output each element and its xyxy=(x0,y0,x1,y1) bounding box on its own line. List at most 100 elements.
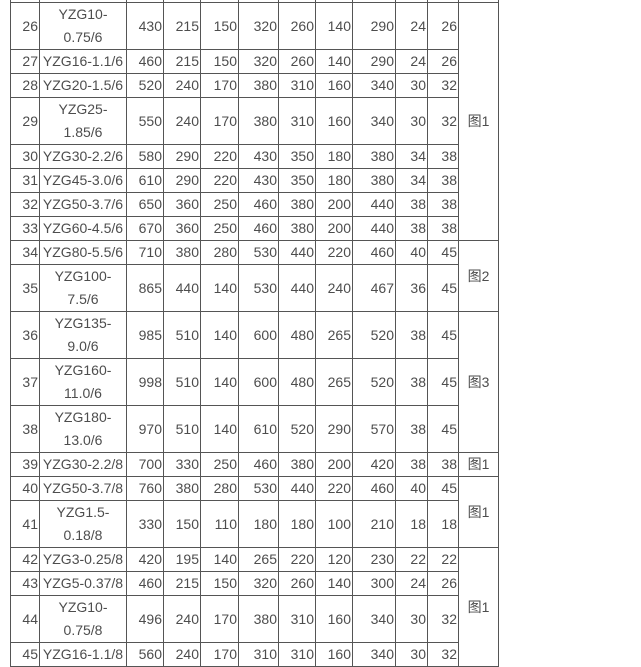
value-cell: 440 xyxy=(278,240,316,265)
value-cell: 40 xyxy=(395,240,428,265)
row-number-cell: 38 xyxy=(10,405,40,453)
value-cell: 440 xyxy=(278,476,316,501)
value-cell: 215 xyxy=(163,571,201,596)
value-cell: 520 xyxy=(126,73,164,98)
model-cell: YZG16-1.1/8 xyxy=(39,642,127,667)
value-cell: 45 xyxy=(427,476,459,501)
value-cell: 300 xyxy=(352,571,396,596)
value-cell: 45 xyxy=(427,311,459,359)
value-cell: 460 xyxy=(352,240,396,265)
border-line xyxy=(278,0,279,2)
value-cell: 610 xyxy=(238,405,279,453)
table-row: 32 YZG50-3.7/6 650 360 250 460 380 200 440 38 38 xyxy=(10,192,499,217)
value-cell: 580 xyxy=(126,144,164,169)
value-cell: 26 xyxy=(427,571,459,596)
table-row: 38 YZG180-13.0/6 970 510 140 610 520 290 570 38 45 xyxy=(10,405,499,453)
table-row: 27 YZG16-1.1/6 460 215 150 320 260 140 290 24 26 xyxy=(10,49,499,74)
table-row: 44 YZG10-0.75/8 496 240 170 380 310 160 340 30 32 xyxy=(10,595,499,643)
value-cell: 520 xyxy=(278,405,316,453)
value-cell: 150 xyxy=(200,49,239,74)
border-line xyxy=(200,0,201,2)
value-cell: 36 xyxy=(395,264,428,312)
value-cell: 38 xyxy=(395,405,428,453)
row-number-cell: 32 xyxy=(10,192,40,217)
table-row: 28 YZG20-1.5/6 520 240 170 380 310 160 340 30 32 xyxy=(10,73,499,98)
value-cell: 45 xyxy=(427,240,459,265)
value-cell: 520 xyxy=(352,311,396,359)
value-cell: 45 xyxy=(427,264,459,312)
value-cell: 290 xyxy=(163,168,201,193)
value-cell: 220 xyxy=(315,240,353,265)
table-row: 45 YZG16-1.1/8 560 240 170 310 310 160 340 30 32 xyxy=(10,642,499,667)
row-number-cell: 36 xyxy=(10,311,40,359)
value-cell: 26 xyxy=(427,49,459,74)
value-cell: 290 xyxy=(163,144,201,169)
value-cell: 460 xyxy=(238,192,279,217)
value-cell: 160 xyxy=(315,642,353,667)
value-cell: 340 xyxy=(352,642,396,667)
value-cell: 250 xyxy=(200,452,239,477)
table-row: 35 YZG100-7.5/6 865 440 140 530 440 240 467 36 45 xyxy=(10,264,499,312)
table-row: 43 YZG5-0.37/8 460 215 150 320 260 140 300 24 26 xyxy=(10,571,499,596)
value-cell: 430 xyxy=(238,144,279,169)
value-cell: 530 xyxy=(238,264,279,312)
value-cell: 140 xyxy=(315,571,353,596)
value-cell: 600 xyxy=(238,358,279,406)
value-cell: 320 xyxy=(238,49,279,74)
table-row: 40 YZG50-3.7/8 760 380 280 530 440 220 460 40 45 图1 xyxy=(10,476,499,548)
value-cell: 38 xyxy=(427,168,459,193)
value-cell: 240 xyxy=(163,73,201,98)
value-cell: 496 xyxy=(126,595,164,643)
row-number-cell: 37 xyxy=(10,358,40,406)
value-cell: 760 xyxy=(126,476,164,501)
value-cell: 140 xyxy=(315,49,353,74)
value-cell: 380 xyxy=(238,595,279,643)
value-cell: 460 xyxy=(238,452,279,477)
value-cell: 530 xyxy=(238,240,279,265)
value-cell: 220 xyxy=(200,144,239,169)
value-cell: 38 xyxy=(395,192,428,217)
value-cell: 310 xyxy=(278,73,316,98)
value-cell: 230 xyxy=(352,547,396,572)
value-cell: 380 xyxy=(278,452,316,477)
row-number-cell: 39 xyxy=(10,452,40,477)
value-cell: 30 xyxy=(395,595,428,643)
value-cell: 22 xyxy=(395,547,428,572)
value-cell: 32 xyxy=(427,595,459,643)
value-cell: 32 xyxy=(427,73,459,98)
value-cell: 440 xyxy=(352,192,396,217)
value-cell: 220 xyxy=(200,168,239,193)
table-row: 30 YZG30-2.2/6 580 290 220 430 350 180 380 34 38 xyxy=(10,144,499,169)
value-cell: 290 xyxy=(315,405,353,453)
value-cell: 38 xyxy=(427,144,459,169)
value-cell: 160 xyxy=(315,73,353,98)
value-cell: 24 xyxy=(395,2,428,50)
value-cell: 340 xyxy=(352,73,396,98)
value-cell: 380 xyxy=(352,144,396,169)
table-row: 26 YZG10-0.75/6 430 215 150 320 260 140 290 24 26 图… xyxy=(10,2,499,241)
table-row: 29 YZG25-1.85/6 550 240 170 380 310 160 340 30 32 xyxy=(10,97,499,145)
value-cell: 34 xyxy=(395,168,428,193)
value-cell: 670 xyxy=(126,216,164,241)
figure-ref-cell: 图3 xyxy=(458,311,499,453)
value-cell: 30 xyxy=(395,97,428,145)
value-cell: 140 xyxy=(200,547,239,572)
value-cell: 260 xyxy=(278,571,316,596)
value-cell: 440 xyxy=(352,216,396,241)
border-line xyxy=(427,0,428,2)
table-row: 42 YZG3-0.25/8 420 195 140 265 220 120 230 22 22 图1 xyxy=(10,547,499,667)
value-cell: 600 xyxy=(238,311,279,359)
model-cell: YZG30-2.2/6 xyxy=(39,144,127,169)
model-cell: YZG100-7.5/6 xyxy=(39,264,127,312)
value-cell: 380 xyxy=(238,97,279,145)
model-cell: YZG80-5.5/6 xyxy=(39,240,127,265)
value-cell: 420 xyxy=(352,452,396,477)
table-row: 31 YZG45-3.0/6 610 290 220 430 350 180 380 34 38 xyxy=(10,168,499,193)
value-cell: 34 xyxy=(395,144,428,169)
value-cell: 340 xyxy=(352,97,396,145)
value-cell: 330 xyxy=(163,452,201,477)
border-line xyxy=(10,0,11,2)
value-cell: 170 xyxy=(200,73,239,98)
value-cell: 460 xyxy=(238,216,279,241)
value-cell: 290 xyxy=(352,49,396,74)
